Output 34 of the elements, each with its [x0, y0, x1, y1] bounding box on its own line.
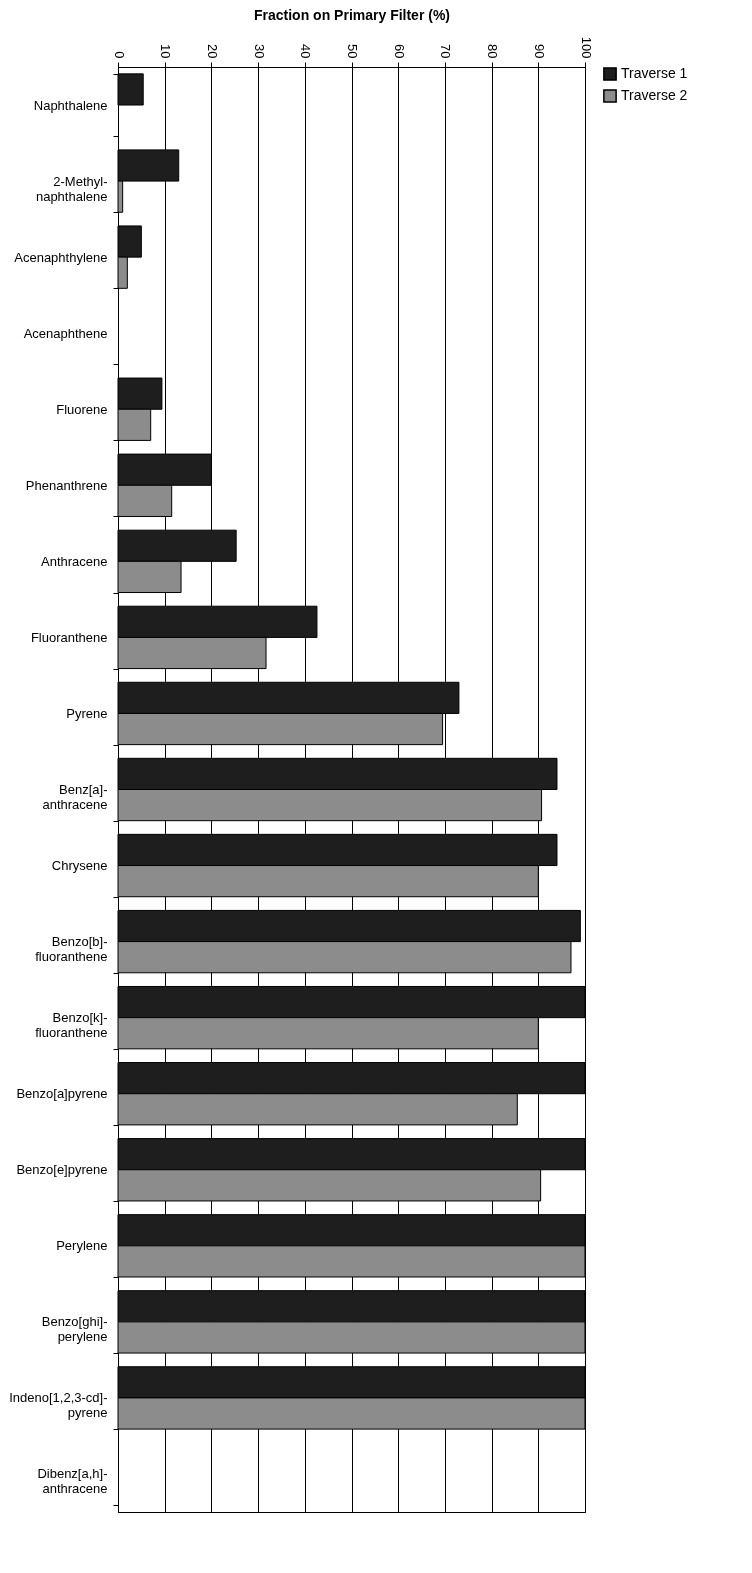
y-tick-label: Acenaphthylene — [14, 249, 108, 265]
x-tick-label: 10 — [158, 44, 174, 59]
legend-label: Traverse 1 — [621, 65, 688, 81]
x-tick-label: 40 — [298, 44, 314, 59]
legend-label: Traverse 2 — [621, 87, 688, 103]
x-tick-label: 20 — [204, 44, 220, 59]
y-tick-label: 2-Methyl- naphthalene — [35, 173, 108, 204]
y-tick-label: Benz[a]- anthracene — [42, 782, 108, 812]
y-tick-label: Indeno[1,2,3-cd]- pyrene — [9, 1390, 108, 1421]
y-tick-label: Benzo[a]pyrene — [16, 1086, 108, 1102]
y-tick-label: Fluoranthene — [30, 629, 108, 645]
x-tick-label: 100 — [578, 36, 594, 59]
y-tick-label: Naphthalene — [33, 97, 108, 113]
y-tick-label: Pyrene — [66, 705, 108, 721]
x-axis-title: Fraction on Primary Filter (%) — [253, 6, 451, 23]
y-tick-label: Phenanthrene — [25, 477, 108, 493]
x-tick-label: 90 — [531, 44, 547, 59]
y-tick-label: Benzo[b]- fluoranthene — [35, 934, 108, 965]
x-tick-label: 80 — [485, 44, 501, 59]
bar — [117, 73, 144, 106]
y-tick-label: Fluorene — [56, 401, 108, 417]
x-tick-label: 60 — [391, 44, 407, 59]
y-tick-label: Benzo[k]- fluoranthene — [35, 1010, 108, 1041]
y-tick-label: Benzo[ghi]- perylene — [41, 1314, 108, 1345]
y-tick-label: Dibenz[a,h]- anthracene — [37, 1466, 108, 1497]
y-tick-label: Benzo[e]pyrene — [16, 1162, 108, 1178]
x-tick-label: 0 — [111, 51, 127, 59]
y-tick-label: Acenaphthene — [23, 325, 108, 341]
x-tick-label: 30 — [251, 44, 267, 59]
x-tick-label: 70 — [438, 44, 454, 59]
x-tick-label: 50 — [345, 44, 360, 59]
y-tick-label: Chrysene — [51, 858, 108, 874]
y-tick-label: Perylene — [56, 1238, 108, 1254]
y-tick-label: Anthracene — [41, 553, 108, 569]
